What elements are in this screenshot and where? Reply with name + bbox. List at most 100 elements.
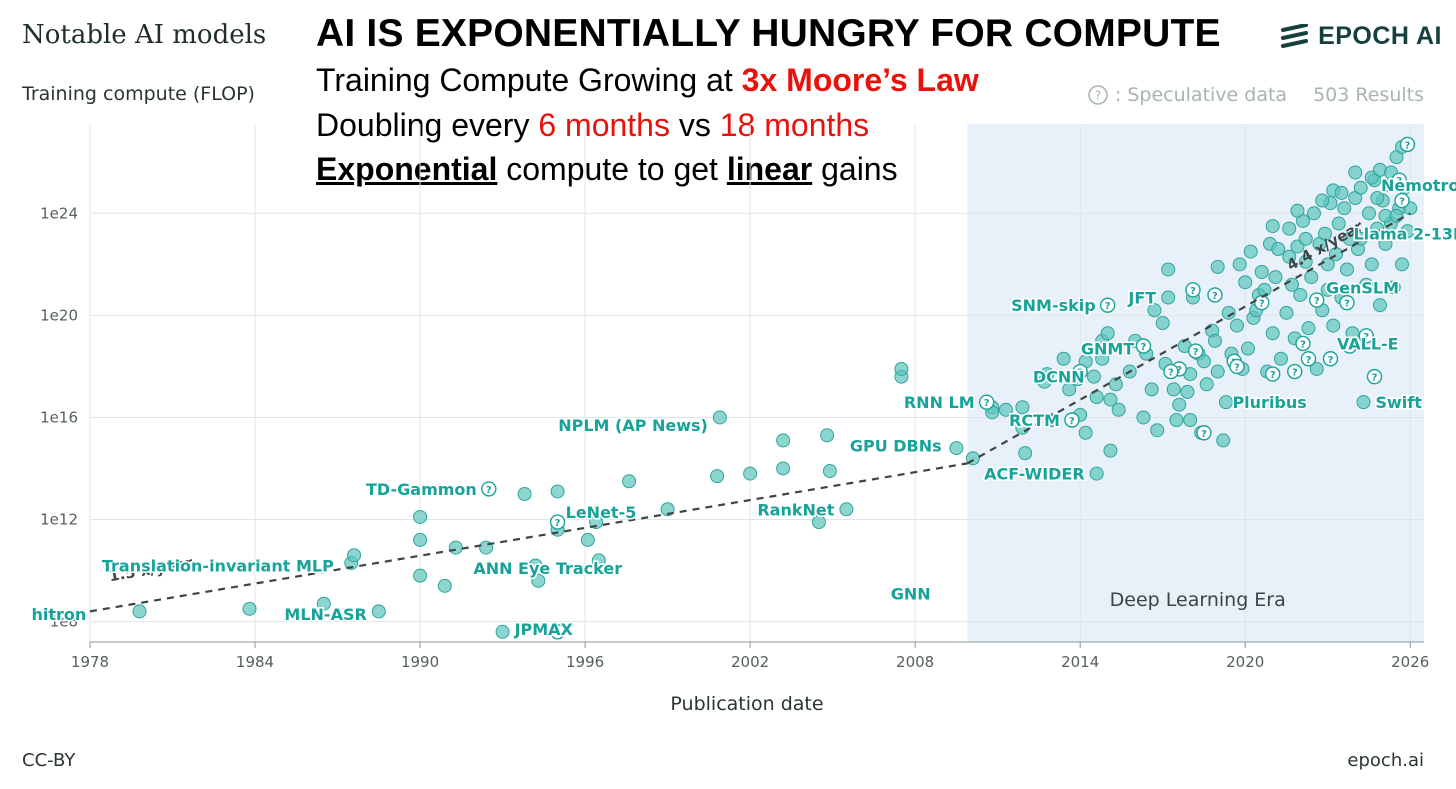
speculative-mark: ? <box>1372 373 1378 384</box>
epoch-logo[interactable]: EPOCH AI <box>1280 22 1442 51</box>
data-point <box>1199 377 1214 392</box>
data-point <box>1207 333 1222 348</box>
headline-doubling-text: Doubling every <box>316 107 539 143</box>
data-point <box>1144 382 1159 397</box>
data-point <box>1273 351 1288 366</box>
data-point <box>1372 298 1387 313</box>
headline-growth-text: Training Compute Growing at <box>316 62 742 98</box>
data-point <box>1169 413 1184 427</box>
data-point <box>1293 287 1308 302</box>
data-point <box>1015 400 1030 415</box>
speculative-mark: ? <box>1259 299 1265 310</box>
data-point <box>1353 180 1368 195</box>
data-point <box>1183 413 1198 427</box>
model-label: Nemotron-4 340B <box>1381 176 1456 195</box>
footer-license: CC-BY <box>22 750 76 771</box>
x-tick-label: 2026 <box>1391 653 1429 671</box>
data-point <box>1100 326 1115 341</box>
data-point <box>1078 425 1093 440</box>
data-point <box>776 461 791 476</box>
data-point <box>1301 321 1316 336</box>
model-label: Swift <box>1375 393 1422 412</box>
data-point <box>1265 326 1280 341</box>
legend-row: ? : Speculative data 503 Results <box>1087 84 1424 106</box>
data-point <box>1279 305 1294 320</box>
model-label: LeNet-5 <box>566 503 637 522</box>
data-point <box>413 532 428 547</box>
data-point <box>1210 259 1225 274</box>
data-point <box>743 466 758 481</box>
speculative-mark: ? <box>1363 332 1369 343</box>
footer-site[interactable]: epoch.ai <box>1347 750 1424 771</box>
data-point <box>1389 208 1404 223</box>
speculative-point <box>1072 363 1088 380</box>
data-point <box>1315 193 1330 208</box>
page-title: Notable AI models <box>22 20 267 50</box>
speculative-point <box>1229 358 1245 375</box>
speculative-point <box>1391 172 1407 188</box>
model-label: GNN <box>891 585 931 604</box>
data-point <box>580 532 595 547</box>
data-point <box>1271 242 1286 257</box>
speculative-point <box>1399 136 1416 153</box>
data-point <box>1359 277 1374 292</box>
model-label: Llama 2-13B <box>1353 225 1456 244</box>
question-circle-icon: ? <box>1088 85 1108 105</box>
model-label: ANN Eye Tracker <box>473 559 622 578</box>
data-point <box>1196 354 1211 369</box>
speculative-point <box>1322 351 1339 367</box>
speculative-mark: ? <box>1193 347 1199 358</box>
data-point <box>1062 382 1077 397</box>
era-label: Deep Learning Era <box>1110 589 1286 611</box>
data-point <box>1337 201 1352 216</box>
x-tick-label: 2002 <box>731 653 769 671</box>
speculative-mark: ? <box>984 398 990 409</box>
data-point <box>316 596 331 611</box>
y-tick-label: 1e16 <box>40 408 78 426</box>
x-tick-label: 1996 <box>566 653 604 671</box>
speculative-mark: ? <box>1176 365 1182 376</box>
speculative-mark: ? <box>1347 342 1353 353</box>
epoch-logo-text: EPOCH AI <box>1318 22 1442 50</box>
speculative-mark: ? <box>1141 342 1147 353</box>
data-point <box>437 578 452 593</box>
data-point <box>371 604 386 619</box>
model-label: Pluribus <box>1232 393 1306 412</box>
data-point <box>589 515 604 530</box>
data-point <box>550 484 565 499</box>
speculative-mark: ? <box>1077 368 1083 379</box>
model-label: DCNN <box>1033 368 1085 387</box>
model-label: ACF-WIDER <box>984 465 1085 484</box>
speculative-mark: ? <box>1405 140 1411 151</box>
y-tick-label: 1e24 <box>40 204 78 222</box>
speculative-legend-label: : Speculative data <box>1114 84 1288 106</box>
data-point <box>1216 433 1231 448</box>
data-point <box>1306 206 1321 221</box>
speculative-point <box>1185 282 1201 298</box>
data-point <box>622 474 637 489</box>
data-point <box>1339 262 1354 277</box>
speculative-point <box>549 624 566 640</box>
data-point <box>1238 275 1253 290</box>
model-label: SNM-skip <box>1011 296 1096 315</box>
data-point <box>528 558 543 573</box>
speculative-mark: ? <box>1105 301 1111 312</box>
data-point <box>1240 341 1255 356</box>
speculative-point <box>1358 328 1374 344</box>
speculative-point <box>1163 363 1179 380</box>
x-tick-label: 1978 <box>71 653 109 671</box>
speculative-point <box>549 514 566 530</box>
data-point <box>998 402 1013 417</box>
speculative-point <box>1099 297 1116 313</box>
data-point <box>1290 203 1305 218</box>
data-point <box>776 433 791 448</box>
speculative-mark: ? <box>555 628 561 639</box>
speculative-mark: ? <box>555 518 561 529</box>
data-point <box>413 509 428 524</box>
model-label: GNMT <box>1081 340 1134 359</box>
results-count: 503 Results <box>1313 84 1424 106</box>
speculative-point <box>1135 338 1152 354</box>
data-point <box>132 604 147 619</box>
data-point <box>710 469 725 484</box>
